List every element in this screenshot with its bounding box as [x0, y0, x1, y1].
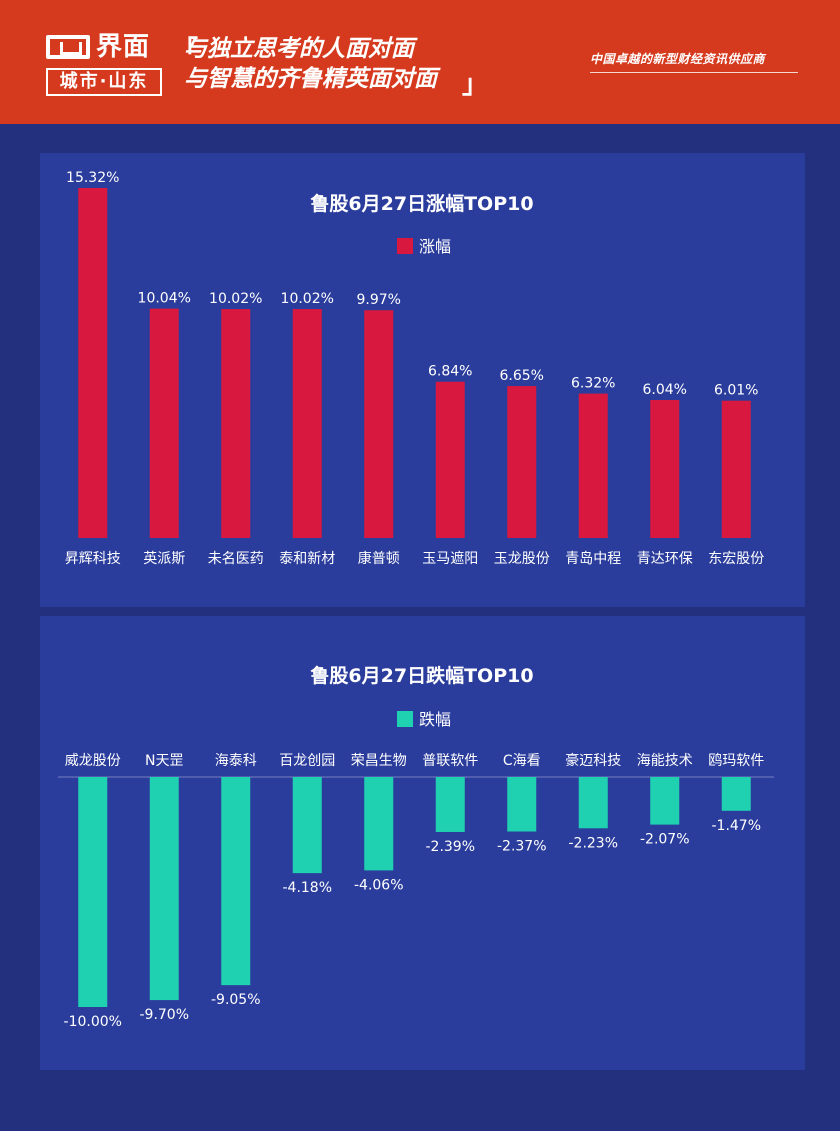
data-label: -10.00% [64, 1014, 122, 1030]
bar [149, 308, 179, 538]
bar [292, 309, 322, 538]
data-label: -9.70% [139, 1007, 189, 1023]
bar [578, 393, 608, 538]
data-label: 10.02% [209, 291, 262, 307]
bar [364, 777, 394, 871]
bar [650, 400, 680, 538]
data-label: -1.47% [711, 818, 761, 834]
data-label: 10.02% [281, 291, 334, 307]
x-tick-label: 威龙股份 [65, 753, 121, 769]
slogan-close-bracket: 」 [462, 70, 489, 100]
bar [364, 310, 394, 538]
legend-label: 涨幅 [419, 237, 451, 256]
x-tick-label: 海泰科 [215, 753, 257, 769]
data-label: -2.07% [640, 832, 690, 848]
x-tick-label: 海能技术 [637, 753, 693, 769]
data-label: -2.39% [425, 839, 475, 855]
chart-title: 鲁股6月27日跌幅TOP10 [309, 664, 533, 687]
data-label: 15.32% [66, 170, 119, 186]
bar [78, 188, 108, 538]
bar [149, 777, 179, 1001]
x-tick-label: 泰和新材 [279, 551, 335, 567]
loss-chart: 鲁股6月27日跌幅TOP10 跌幅 -10.00% 威龙股份 -9.70% N天罡 -9.0… [58, 664, 774, 1030]
x-tick-label: 玉龙股份 [494, 551, 550, 567]
x-tick-label: 康普顿 [358, 550, 400, 567]
data-label: -4.06% [354, 877, 404, 893]
bar [578, 777, 608, 829]
gain-chart: 鲁股6月27日涨幅TOP10 涨幅 15.32% 昇辉科技 10.04% 英派斯 10.02… [65, 170, 765, 567]
x-tick-label: 昇辉科技 [65, 551, 121, 567]
data-label: 9.97% [357, 292, 401, 308]
logo-mark-icon [46, 35, 90, 59]
data-label: -9.05% [211, 992, 261, 1008]
header-banner: 界面 城市·山东 「 与独立思考的人面对面 与智慧的齐鲁精英面对面 」 中国卓越… [0, 0, 840, 124]
data-label: -4.18% [282, 880, 332, 896]
bar [435, 777, 465, 832]
x-tick-label: 玉马遮阳 [422, 551, 478, 567]
x-tick-label: N天罡 [145, 753, 183, 769]
bar [507, 386, 537, 538]
tagline: 中国卓越的新型财经资讯供应商 [590, 50, 798, 73]
bar [292, 777, 322, 874]
logo-subtitle: 城市·山东 [46, 68, 162, 96]
bar [650, 777, 680, 825]
data-label: -2.37% [497, 839, 547, 855]
x-tick-label: 东宏股份 [708, 551, 764, 567]
slogan-line-1: 与独立思考的人面对面 [184, 36, 414, 62]
bar [221, 309, 251, 538]
bar [721, 777, 751, 811]
data-label: 6.84% [428, 364, 472, 380]
data-label: 6.65% [500, 368, 544, 384]
bar [507, 777, 537, 832]
data-label: 10.04% [138, 291, 191, 307]
x-tick-label: 英派斯 [143, 550, 185, 567]
bar [721, 400, 751, 538]
legend-label: 跌幅 [419, 710, 451, 729]
x-tick-label: 普联软件 [422, 753, 478, 769]
data-label: -2.23% [568, 835, 618, 851]
data-label: 6.32% [571, 376, 615, 392]
slogan-open-bracket: 「 [172, 36, 199, 66]
brand-logo: 界面 城市·山东 [46, 32, 162, 96]
bar [221, 777, 251, 986]
x-tick-label: 百龙创园 [279, 753, 335, 769]
slogan: 与独立思考的人面对面 与智慧的齐鲁精英面对面 [184, 34, 437, 94]
x-tick-label: 鸥玛软件 [708, 752, 764, 769]
bar [78, 777, 108, 1007]
slogan-line-2: 与智慧的齐鲁精英面对面 [184, 66, 437, 92]
bar [435, 381, 465, 538]
chart-title: 鲁股6月27日涨幅TOP10 [309, 192, 533, 215]
legend-swatch [397, 711, 413, 727]
gain-chart-panel: 鲁股6月27日涨幅TOP10 涨幅 15.32% 昇辉科技 10.04% 英派斯 10.02… [40, 153, 805, 607]
logo-name: 界面 [96, 32, 151, 62]
legend-swatch [397, 238, 413, 254]
data-label: 6.04% [643, 382, 687, 398]
loss-chart-panel: 鲁股6月27日跌幅TOP10 跌幅 -10.00% 威龙股份 -9.70% N天罡 -9.0… [40, 616, 805, 1070]
x-tick-label: 青达环保 [637, 551, 693, 567]
x-tick-label: 未名医药 [208, 551, 264, 567]
x-tick-label: 青岛中程 [565, 551, 621, 567]
x-tick-label: C海看 [503, 753, 541, 769]
x-tick-label: 荣昌生物 [351, 753, 407, 769]
x-tick-label: 豪迈科技 [565, 753, 621, 769]
data-label: 6.01% [714, 383, 758, 399]
